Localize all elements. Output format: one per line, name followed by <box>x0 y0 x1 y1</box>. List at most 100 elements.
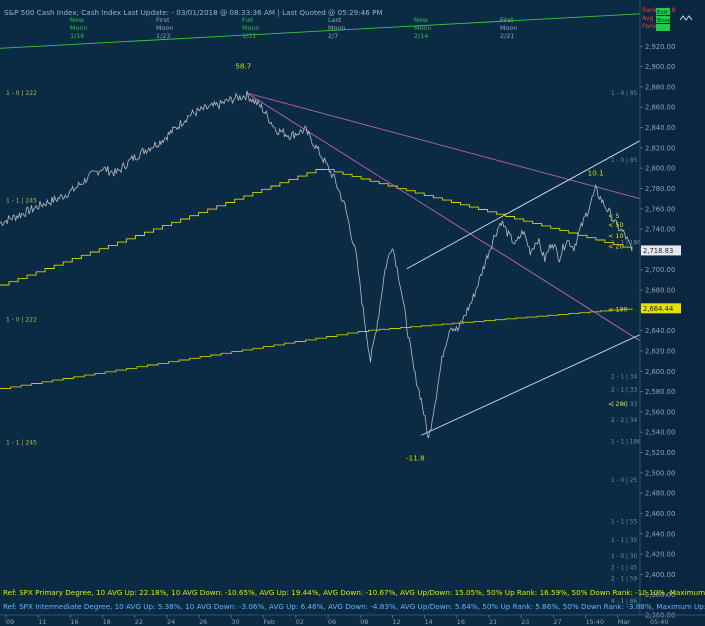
y-tick-label: 2,520.00 <box>645 449 675 457</box>
y-tick-label: 2,640.00 <box>645 327 675 335</box>
right-level-label: 2 - 1 | 45 <box>611 565 637 571</box>
corner-info-text: Avg Rnk <box>642 15 668 22</box>
moon-phase-date: 1/31 <box>242 32 256 40</box>
footer: Ref: SPX Primary Degree, 10 AVG Up: 22.1… <box>3 588 705 611</box>
x-tick-label: 16 <box>70 618 78 626</box>
x-tick-label: 06 <box>328 618 336 626</box>
trendline-upper-green <box>0 13 641 49</box>
y-tick-label: 2,600.00 <box>645 368 675 376</box>
moon-phase-date: 1/16 <box>70 32 84 40</box>
x-tick-label: 22 <box>135 618 143 626</box>
right-level-label: 2 - 1 | 59 <box>611 576 637 582</box>
right-level-label: 1 - 1 | 186 <box>611 439 641 445</box>
chart-title-line: S&P 500 Cash Index; Cash Index Last Upda… <box>4 8 383 17</box>
x-axis: 09 11 16 18 22 24 26 30 Feb 02 06 08 12 14 16 21 23 27 15:… <box>0 614 705 626</box>
y-tick-label: 2,540.00 <box>645 429 675 437</box>
x-tick-label: 16 <box>457 618 465 626</box>
moon-phase-word: Moon <box>70 24 87 32</box>
x-tick-label: 18 <box>103 618 111 626</box>
x-tick-label: 30 <box>231 618 239 626</box>
moon-phase-name: Full <box>242 16 253 24</box>
x-tick-label: 12 <box>392 618 400 626</box>
trendline-white-1 <box>406 140 641 270</box>
right-level-label: 1 - 0 | 30 <box>611 554 637 560</box>
moon-phase-word: Moon <box>414 24 431 32</box>
price-badge-label: 2,664.44 <box>643 305 673 313</box>
x-tick-label: 15:40 <box>586 618 604 626</box>
right-level-label: 1 - 1 | 55 <box>611 520 637 526</box>
right-level-label: 1 - 1 | 35 <box>611 538 637 544</box>
right-level-label: 2 - 2 | 34 <box>611 418 637 424</box>
x-tick-label: 24 <box>167 618 175 626</box>
y-tick-label: 2,480.00 <box>645 490 675 498</box>
y-axis: 2,360.002,380.002,400.002,420.002,440.00… <box>639 0 705 626</box>
trendline-white-2 <box>421 334 641 436</box>
y-tick-label: 2,780.00 <box>645 185 675 193</box>
y-tick-label: 2,400.00 <box>645 571 675 579</box>
x-tick-label: 09 <box>6 618 14 626</box>
ma-label: < 50 <box>608 221 624 229</box>
price-badge-label: 2,718.83 <box>643 247 673 255</box>
right-level-label: 1 - 1 | 186 <box>611 240 641 246</box>
y-tick-label: 2,840.00 <box>645 124 675 132</box>
moon-phase-name: New <box>414 16 428 24</box>
y-tick-label: 2,380.00 <box>645 591 675 599</box>
y-tick-label: 2,560.00 <box>645 408 675 416</box>
wave-icon <box>679 15 693 21</box>
x-tick-label: 26 <box>199 618 207 626</box>
moving-averages <box>0 169 633 389</box>
y-tick-label: 2,760.00 <box>645 205 675 213</box>
moon-phase-name: Last <box>328 16 342 24</box>
left-level-label: 1 - 1 | 245 <box>6 198 37 205</box>
moon-phase-name: First <box>500 16 514 24</box>
moon-phase-date: 2/7 <box>328 32 338 40</box>
trendlines <box>0 13 641 436</box>
moon-phase-name: New <box>70 16 84 24</box>
footer-primary-degree: Ref: SPX Primary Degree, 10 AVG Up: 22.1… <box>3 588 705 597</box>
corner-badge <box>656 24 670 31</box>
moon-phase-word: Moon <box>500 24 517 32</box>
y-tick-label: 2,500.00 <box>645 469 675 477</box>
right-level-label: 1 - 0 | 85 <box>611 158 637 164</box>
corner-badge <box>656 16 670 23</box>
ma-label: < 10 <box>608 232 624 240</box>
x-tick-label: 23 <box>521 618 529 626</box>
moon-phase-date: 1/23 <box>156 32 170 40</box>
moon-phase-name: First <box>156 16 170 24</box>
x-tick-label: 14 <box>425 618 433 626</box>
price-badge-bg <box>641 303 681 314</box>
y-tick-label: 2,860.00 <box>645 104 675 112</box>
left-level-label: 1 - 0 | 222 <box>6 316 37 323</box>
moon-phase-date: 2/21 <box>500 32 514 40</box>
x-tick-label: 11 <box>38 618 46 626</box>
corner-badge-text: Bnse <box>657 18 671 24</box>
right-level-label: 1 - 0 | 33 <box>611 402 637 408</box>
x-tick-label: 08 <box>360 618 368 626</box>
price-badge-bg <box>641 245 681 256</box>
y-tick-label: 2,880.00 <box>645 83 675 91</box>
x-tick-label: Mar <box>618 618 630 626</box>
y-tick-label: 2,700.00 <box>645 266 675 274</box>
swing-annotation: 10.1 <box>588 168 604 177</box>
y-tick-label: 2,680.00 <box>645 287 675 295</box>
corner-badge-text: Exit <box>657 10 668 16</box>
annotation-labels: < 5< 50 < 10 < 20 < 100 < 200 58.7 10.1 -11.8 1 … <box>6 62 641 605</box>
y-tick-label: 2,580.00 <box>645 388 675 396</box>
ma-label: < 200 <box>608 400 628 408</box>
y-tick-label: 2,800.00 <box>645 165 675 173</box>
y-tick-label: 2,820.00 <box>645 144 675 152</box>
moon-phase-word: Moon <box>328 24 345 32</box>
ma-label: < 5 <box>608 212 619 220</box>
swing-annotation: -11.8 <box>406 454 425 463</box>
right-level-label: 1 - 0 | 25 <box>611 478 637 484</box>
left-level-label: 1 - 0 | 222 <box>6 90 37 97</box>
header: S&P 500 Cash Index; Cash Index Last Upda… <box>4 7 693 40</box>
moon-phase-word: Moon <box>242 24 259 32</box>
corner-info-text: Panic <box>642 23 659 30</box>
moon-phase-date: 2/14 <box>414 32 428 40</box>
price-series <box>0 90 633 439</box>
swing-annotation: 58.7 <box>235 62 251 71</box>
right-level-label: 4 - 1 | 86 <box>611 599 637 605</box>
